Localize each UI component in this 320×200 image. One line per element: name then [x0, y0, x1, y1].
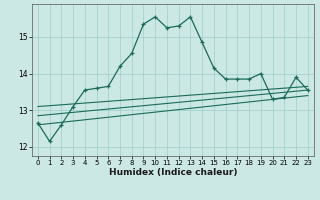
X-axis label: Humidex (Indice chaleur): Humidex (Indice chaleur) — [108, 168, 237, 177]
